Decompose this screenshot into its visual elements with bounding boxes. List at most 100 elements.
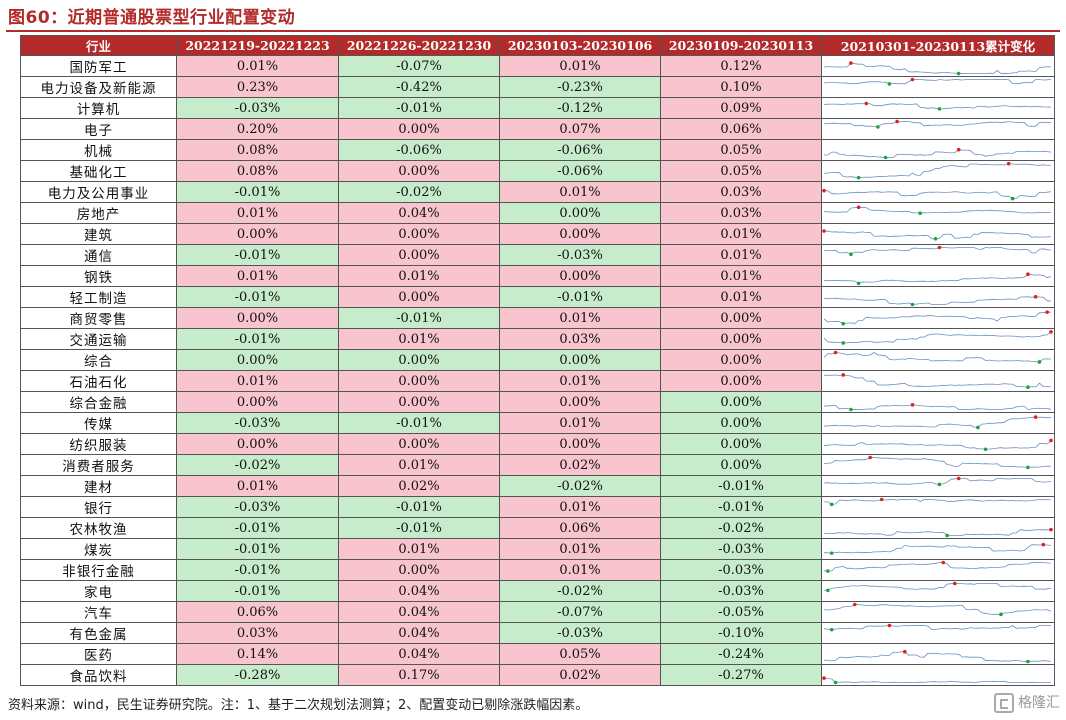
cumulative-sparkline <box>821 223 1055 245</box>
weekly-change-cell: -0.01% <box>499 286 661 308</box>
cumulative-sparkline <box>821 118 1055 140</box>
sparkline-max-marker <box>822 229 826 233</box>
sparkline-path <box>823 121 1052 128</box>
table-header-row: 行业 20221219-20221223 20221226-20221230 2… <box>20 35 1055 56</box>
table-row: 计算机 -0.03% -0.01% -0.12% 0.09% <box>20 97 1055 119</box>
industry-name: 纺织服装 <box>20 433 177 455</box>
header-week-3: 20230103-20230106 <box>499 35 661 56</box>
sparkline-min-marker <box>841 341 846 345</box>
weekly-change-cell: -0.01% <box>338 97 500 119</box>
weekly-change-cell: 0.00% <box>499 202 661 224</box>
sparkline-min-marker <box>1010 196 1015 201</box>
sparkline-path <box>823 62 1052 74</box>
sparkline-max-marker <box>1041 542 1046 547</box>
weekly-change-cell: 0.01% <box>176 55 339 77</box>
sparkline-max-marker <box>822 676 826 680</box>
cumulative-sparkline <box>821 412 1055 434</box>
weekly-change-cell: 0.00% <box>338 559 500 581</box>
sparkline-path <box>823 529 1052 536</box>
weekly-change-cell: 0.00% <box>499 265 661 287</box>
weekly-change-cell: 0.07% <box>499 118 661 140</box>
weekly-change-cell: -0.01% <box>660 475 822 497</box>
sparkline-max-marker <box>895 119 899 124</box>
weekly-change-cell: -0.24% <box>660 643 822 665</box>
sparkline-max-marker <box>852 602 857 607</box>
sparkline-max-marker <box>833 350 838 355</box>
weekly-change-cell: 0.01% <box>176 370 339 392</box>
weekly-change-cell: -0.01% <box>338 496 500 518</box>
weekly-change-cell: -0.01% <box>176 181 339 203</box>
weekly-change-cell: 0.23% <box>176 76 339 98</box>
sparkline-max-marker <box>1006 161 1011 166</box>
weekly-change-cell: 0.01% <box>338 265 500 287</box>
table-row: 建材 0.01% 0.02% -0.02% -0.01% <box>20 475 1055 497</box>
sparkline-path <box>823 206 1052 214</box>
watermark: 格隆汇 <box>994 692 1060 713</box>
table-row: 医药 0.14% 0.04% 0.05% -0.24% <box>20 643 1055 665</box>
table-row: 煤炭 -0.01% 0.01% 0.01% -0.03% <box>20 538 1055 560</box>
weekly-change-cell: 0.00% <box>176 391 339 413</box>
table-row: 汽车 0.06% 0.04% -0.07% -0.05% <box>20 601 1055 623</box>
cumulative-sparkline <box>821 349 1055 371</box>
weekly-change-cell: 0.08% <box>176 139 339 161</box>
weekly-change-cell: 0.01% <box>499 496 661 518</box>
sparkline-max-marker <box>841 373 846 377</box>
sparkline-max-marker <box>910 77 915 82</box>
sparkline-min-marker <box>841 321 846 326</box>
sparkline-path <box>823 374 1052 388</box>
table-row: 消费者服务 -0.02% 0.01% 0.02% 0.00% <box>20 454 1055 476</box>
industry-allocation-table: 行业 20221219-20221223 20221226-20221230 2… <box>20 35 1055 686</box>
sparkline-max-marker <box>1049 330 1053 334</box>
weekly-change-cell: -0.23% <box>499 76 661 98</box>
cumulative-sparkline <box>821 265 1055 287</box>
weekly-change-cell: -0.03% <box>660 580 822 602</box>
weekly-change-cell: 0.01% <box>499 181 661 203</box>
weekly-change-cell: 0.00% <box>499 433 661 455</box>
weekly-change-cell: 0.00% <box>176 349 339 371</box>
weekly-change-cell: 0.05% <box>660 160 822 182</box>
weekly-change-cell: 0.01% <box>499 559 661 581</box>
industry-name: 有色金属 <box>20 622 177 644</box>
weekly-change-cell: 0.00% <box>338 286 500 308</box>
weekly-change-cell: 0.03% <box>176 622 339 644</box>
industry-name: 商贸零售 <box>20 307 177 329</box>
industry-name: 银行 <box>20 496 177 518</box>
cumulative-sparkline <box>821 370 1055 392</box>
table-row: 综合 0.00% 0.00% 0.00% 0.00% <box>20 349 1055 371</box>
industry-name: 国防军工 <box>20 55 177 77</box>
weekly-change-cell: -0.01% <box>338 412 500 434</box>
sparkline-max-marker <box>1026 272 1030 277</box>
sparkline-path <box>823 440 1052 450</box>
weekly-change-cell: 0.01% <box>660 244 822 266</box>
sparkline-path <box>823 457 1052 468</box>
sparkline-path <box>823 296 1052 305</box>
sparkline-path <box>823 247 1052 255</box>
sparkline-max-marker <box>887 623 892 628</box>
cumulative-sparkline <box>821 76 1055 98</box>
sparkline-path <box>823 103 1052 110</box>
weekly-change-cell: 0.01% <box>338 538 500 560</box>
sparkline-path <box>823 625 1051 631</box>
sparkline-min-marker <box>826 569 830 573</box>
weekly-change-cell: 0.17% <box>338 664 500 686</box>
weekly-change-cell: 0.02% <box>499 454 661 476</box>
sparkline-path <box>823 273 1052 284</box>
cumulative-sparkline <box>821 517 1055 539</box>
weekly-change-cell: 0.06% <box>176 601 339 623</box>
weekly-change-cell: 0.00% <box>338 244 500 266</box>
sparkline-path <box>823 562 1052 572</box>
cumulative-sparkline <box>821 307 1055 329</box>
sparkline-path <box>823 604 1052 615</box>
weekly-change-cell: -0.03% <box>499 244 661 266</box>
cumulative-sparkline <box>821 601 1055 623</box>
weekly-change-cell: 0.09% <box>660 97 822 119</box>
weekly-change-cell: 0.04% <box>338 643 500 665</box>
sparkline-min-marker <box>856 175 861 180</box>
sparkline-max-marker <box>956 147 961 152</box>
weekly-change-cell: 0.00% <box>338 391 500 413</box>
weekly-change-cell: 0.05% <box>499 643 661 665</box>
weekly-change-cell: 0.00% <box>499 349 661 371</box>
table-row: 国防军工 0.01% -0.07% 0.01% 0.12% <box>20 55 1055 77</box>
sparkline-min-marker <box>918 211 922 216</box>
weekly-change-cell: 0.00% <box>338 433 500 455</box>
